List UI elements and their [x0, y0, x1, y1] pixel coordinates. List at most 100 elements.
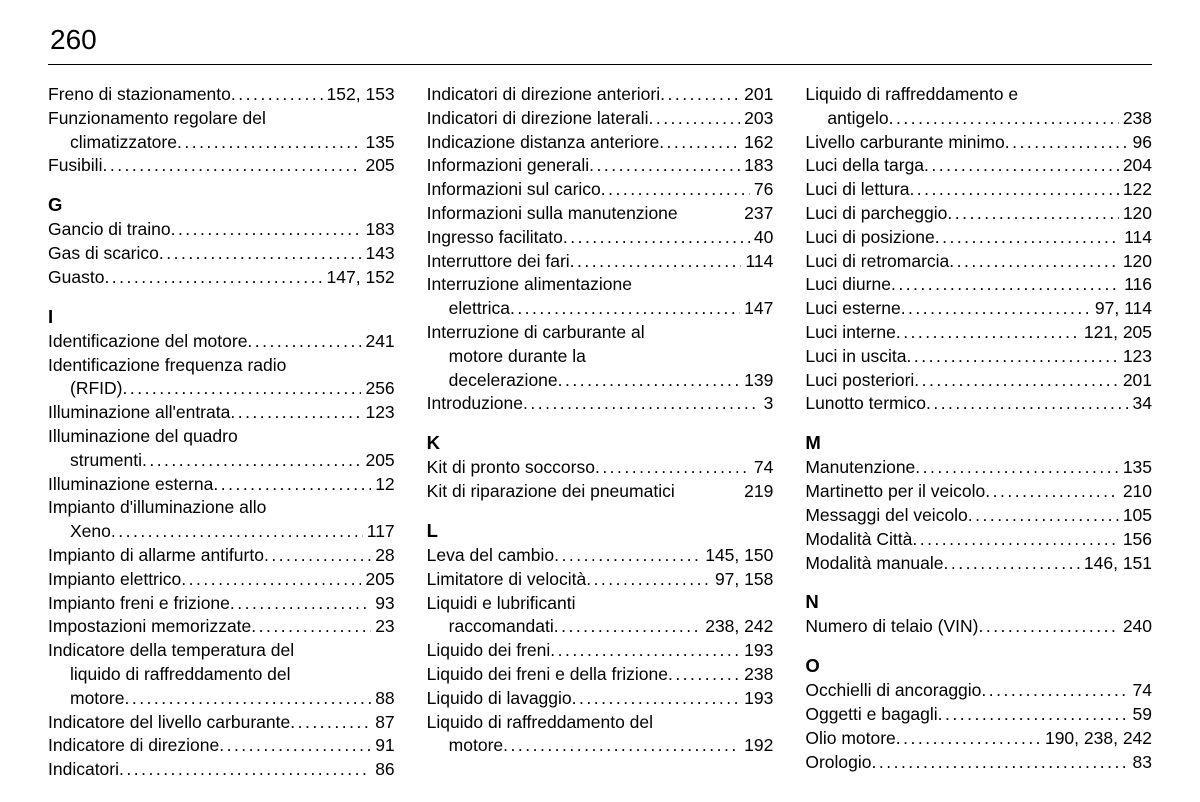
index-entry: Informazioni sul carico76 [427, 178, 774, 202]
index-entry-label-line: Illuminazione del quadro [48, 425, 395, 449]
leader-dots [915, 456, 1119, 480]
leader-dots [219, 734, 371, 758]
index-entry: Interruttore dei fari114 [427, 250, 774, 274]
index-entry-last-line: motore88 [48, 687, 395, 711]
index-entry: Liquido dei freni e della frizione238 [427, 663, 774, 687]
index-entry-page: 116 [1120, 273, 1152, 297]
index-entry-page: 145, 150 [701, 544, 773, 568]
leader-dots [947, 202, 1118, 226]
leader-dots [264, 544, 371, 568]
index-entry-page: 28 [371, 544, 394, 568]
index-entry-page: 204 [1119, 154, 1152, 178]
index-entry: Identificazione del motore241 [48, 330, 395, 354]
index-entry: Luci di parcheggio120 [805, 202, 1152, 226]
index-entry-label: Oggetti e bagagli [805, 703, 937, 727]
index-entry-page: 23 [371, 615, 394, 639]
index-entry-page: 117 [363, 520, 395, 544]
index-entry-label-line: Indicatore della temperatura del [48, 639, 395, 663]
index-entry: Kit di pronto soccorso74 [427, 456, 774, 480]
index-entry: Lunotto termico 34 [805, 392, 1152, 416]
index-section-letter: N [805, 589, 1152, 614]
index-entry: Interruzione di carburante almotore dura… [427, 321, 774, 392]
index-section-letter: O [805, 653, 1152, 678]
index-entry-label-line: Liquidi e lubrificanti [427, 592, 774, 616]
index-entry-page: 123 [1119, 345, 1152, 369]
index-entry: Impianto d'illuminazione alloXeno117 [48, 496, 395, 544]
index-entry-page: 219 [740, 480, 773, 504]
index-entry-page: 190, 238, 242 [1041, 727, 1152, 751]
index-entry: Gancio di traino183 [48, 218, 395, 242]
index-entry: Luci della targa204 [805, 154, 1152, 178]
index-entry-label-line: Liquido di raffreddamento del [427, 711, 774, 735]
index-entry-label: Olio motore [805, 727, 895, 751]
index-entry-page: 135 [1119, 456, 1152, 480]
index-columns: Freno di stazionamento152, 153Funzioname… [48, 83, 1152, 782]
leader-dots [659, 131, 740, 155]
leader-dots [251, 615, 371, 639]
leader-dots [181, 568, 361, 592]
index-entry-label: Illuminazione all'entrata [48, 401, 230, 425]
leader-dots [104, 266, 322, 290]
index-entry-label-line: Liquido di raffreddamento e [805, 83, 1152, 107]
index-entry-page: 34 [1129, 392, 1152, 416]
leader-dots [896, 727, 1041, 751]
index-entry-label: Impianto di allarme antifurto [48, 544, 264, 568]
index-entry: Indicatore del livello carburante87 [48, 711, 395, 735]
index-entry-page: 139 [740, 369, 773, 393]
index-entry: Indicatori di direzione laterali203 [427, 107, 774, 131]
leader-dots [213, 473, 371, 497]
index-entry-last-line: raccomandati238, 242 [427, 615, 774, 639]
leader-dots [891, 273, 1120, 297]
leader-dots [668, 663, 740, 687]
index-entry: Martinetto per il veicolo210 [805, 480, 1152, 504]
index-entry-label: Luci di retromarcia [805, 250, 949, 274]
index-entry-label: decelerazione [427, 369, 558, 393]
index-entry-label: Liquido dei freni e della frizione [427, 663, 668, 687]
index-entry-last-line: Xeno117 [48, 520, 395, 544]
index-entry-last-line: motore192 [427, 734, 774, 758]
index-section-letter: K [427, 430, 774, 455]
index-entry-label: Limitatore di velocità [427, 568, 587, 592]
leader-dots [912, 528, 1118, 552]
index-entry-label: Leva del cambio [427, 544, 554, 568]
leader-dots [558, 369, 741, 393]
index-entry-label: Manutenzione [805, 456, 915, 480]
index-entry-label: Numero di telaio (VIN) [805, 615, 978, 639]
index-entry-page: 147, 152 [323, 266, 395, 290]
index-entry-label: motore [427, 734, 503, 758]
index-entry-label: Kit di riparazione dei pneumatici [427, 480, 675, 504]
index-entry-page: 97, 158 [711, 568, 773, 592]
index-entry-page: 256 [361, 377, 394, 401]
index-entry-label: climatizzatore [48, 131, 177, 155]
index-entry: Luci in uscita123 [805, 345, 1152, 369]
index-entry: Interruzione alimentazioneelettrica147 [427, 273, 774, 321]
index-entry: Liquido dei freni193 [427, 639, 774, 663]
index-section-letter: G [48, 192, 395, 217]
index-entry-page: 76 [750, 178, 773, 202]
index-entry-label: Interruttore dei fari [427, 250, 570, 274]
index-entry-label: strumenti [48, 449, 142, 473]
leader-dots [554, 544, 701, 568]
leader-dots [978, 615, 1118, 639]
leader-dots [570, 250, 742, 274]
index-entry: Luci posteriori201 [805, 369, 1152, 393]
index-entry-page: 114 [1120, 226, 1152, 250]
index-entry: Identificazione frequenza radio(RFID)256 [48, 354, 395, 402]
index-entry-page: 193 [740, 687, 773, 711]
index-entry: Freno di stazionamento152, 153 [48, 83, 395, 107]
index-entry: Impianto freni e frizione93 [48, 592, 395, 616]
index-entry: Modalità Città156 [805, 528, 1152, 552]
index-entry-label: Liquido dei freni [427, 639, 551, 663]
index-entry-page: 201 [1119, 369, 1152, 393]
index-entry: Olio motore 190, 238, 242 [805, 727, 1152, 751]
index-entry-label: Lunotto termico [805, 392, 926, 416]
leader-dots [968, 504, 1119, 528]
leader-dots [510, 297, 740, 321]
index-entry-page: 105 [1119, 504, 1152, 528]
index-entry-label: Indicazione distanza anteriore [427, 131, 660, 155]
index-entry-label: Liquido di lavaggio [427, 687, 572, 711]
index-entry-label: Messaggi del veicolo [805, 504, 967, 528]
index-entry-last-line: elettrica147 [427, 297, 774, 321]
leader-dots [572, 687, 740, 711]
leader-dots [901, 297, 1091, 321]
